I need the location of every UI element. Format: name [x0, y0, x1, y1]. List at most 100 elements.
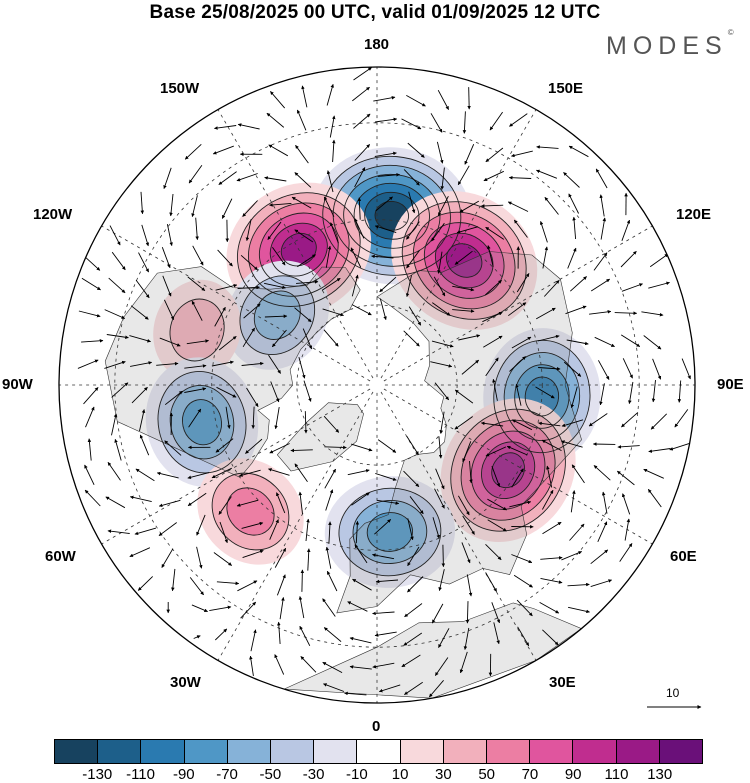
- wind-vector: [225, 406, 231, 429]
- wind-vector: [251, 406, 256, 429]
- contour-line: [181, 399, 223, 446]
- wind-vector: [354, 218, 365, 239]
- wind-vector: [456, 226, 479, 234]
- wind-vector: [131, 386, 148, 404]
- colorbar-ticks: -130 -110 -90 -70 -50 -30 -10 10 30 50 70 90 110 130: [54, 764, 703, 783]
- colorbar-tick-label: 30: [435, 766, 452, 783]
- wind-vector: [354, 144, 371, 161]
- wind-vector: [508, 175, 532, 180]
- wind-vector: [354, 167, 366, 188]
- colorbar-swatch: [357, 740, 401, 763]
- logo-mark: ©: [727, 27, 734, 37]
- wind-vector: [269, 519, 279, 540]
- wind-vector: [298, 596, 305, 619]
- wind-vector: [509, 113, 528, 127]
- wind-vector: [130, 361, 153, 367]
- contour-line: [470, 430, 546, 510]
- wind-vector: [379, 298, 387, 321]
- wind-vector: [407, 546, 420, 567]
- wind-vector: [434, 382, 450, 401]
- wind-vector: [569, 276, 587, 292]
- wind-vector: [536, 145, 559, 149]
- anomaly-fill: [446, 243, 482, 278]
- wind-vector: [440, 167, 445, 190]
- wind-vector: [377, 172, 400, 177]
- wind-vector: [454, 416, 473, 430]
- wind-vector: [323, 329, 339, 347]
- colorbar-swatch: [55, 740, 99, 763]
- contour-line: [493, 339, 591, 454]
- wind-vector: [509, 356, 526, 372]
- colorbar-tick-label: 110: [604, 766, 629, 783]
- wind-vector: [570, 490, 576, 513]
- land-polygon: [104, 266, 361, 478]
- colorbar-swatch: [184, 740, 228, 763]
- wind-vector: [403, 470, 420, 488]
- wind-vector: [276, 574, 286, 596]
- wind-vector: [599, 383, 605, 406]
- wind-vector: [588, 413, 608, 427]
- wind-vector: [430, 113, 443, 133]
- wind-vector: [271, 329, 287, 348]
- wind-vector: [569, 523, 585, 541]
- wind-vector: [357, 197, 362, 220]
- contour-line: [253, 290, 301, 340]
- wind-vector: [539, 602, 560, 614]
- wind-vector: [546, 465, 553, 488]
- wind-vector: [303, 380, 312, 402]
- wind-vector: [620, 334, 641, 347]
- wind-vector: [324, 445, 347, 450]
- wind-vector: [349, 665, 372, 670]
- wind-vector: [437, 251, 443, 274]
- wind-vector: [487, 519, 507, 532]
- wind-vector: [108, 277, 126, 294]
- wind-vector: [83, 255, 101, 271]
- map-title: Base 25/08/2025 00 UTC, valid 01/09/2025…: [149, 2, 601, 23]
- wind-vector: [628, 381, 634, 405]
- wind-vector: [372, 553, 395, 560]
- wind-vector: [431, 603, 444, 624]
- wind-vector: [326, 83, 334, 106]
- wind-vector: [374, 631, 397, 637]
- wind-vector: [463, 627, 470, 650]
- wind-vector: [621, 493, 631, 515]
- wind-vector: [353, 67, 372, 81]
- wind-vector: [321, 277, 341, 291]
- meridian-line: [211, 391, 374, 671]
- lon-label-90e: 90E: [717, 376, 744, 393]
- wind-vector: [482, 311, 503, 323]
- wind-vector: [351, 274, 359, 297]
- wind-vector: [462, 441, 472, 463]
- wind-vector: [462, 111, 467, 134]
- wind-vector: [461, 359, 479, 375]
- wind-vector: [245, 219, 252, 242]
- wind-vector: [506, 445, 528, 456]
- wind-vector: [237, 580, 258, 592]
- wind-vector: [191, 300, 203, 321]
- wind-vector: [677, 380, 682, 403]
- wind-vector: [323, 196, 335, 217]
- wind-vector: [218, 496, 232, 515]
- meridian-line: [380, 99, 543, 379]
- wind-vector: [237, 123, 260, 130]
- wind-vector: [351, 304, 372, 316]
- wind-vector: [432, 517, 441, 539]
- wind-vector: [600, 217, 607, 240]
- wind-vector: [375, 579, 399, 584]
- wind-vector: [164, 390, 183, 406]
- colorbar-tick-label: -70: [216, 766, 238, 783]
- wind-vector: [590, 549, 609, 565]
- contour-line: [446, 243, 483, 278]
- wind-vector: [404, 681, 423, 695]
- wind-vector: [294, 172, 312, 188]
- wind-vector: [434, 657, 449, 676]
- wind-vector: [539, 221, 548, 243]
- wind-vector: [484, 279, 502, 296]
- wind-vector: [593, 252, 608, 271]
- wind-vector: [246, 387, 259, 408]
- wind-vector: [375, 117, 398, 123]
- wind-vector: [485, 572, 497, 592]
- wind-vector: [107, 529, 130, 534]
- wind-vector: [129, 547, 151, 558]
